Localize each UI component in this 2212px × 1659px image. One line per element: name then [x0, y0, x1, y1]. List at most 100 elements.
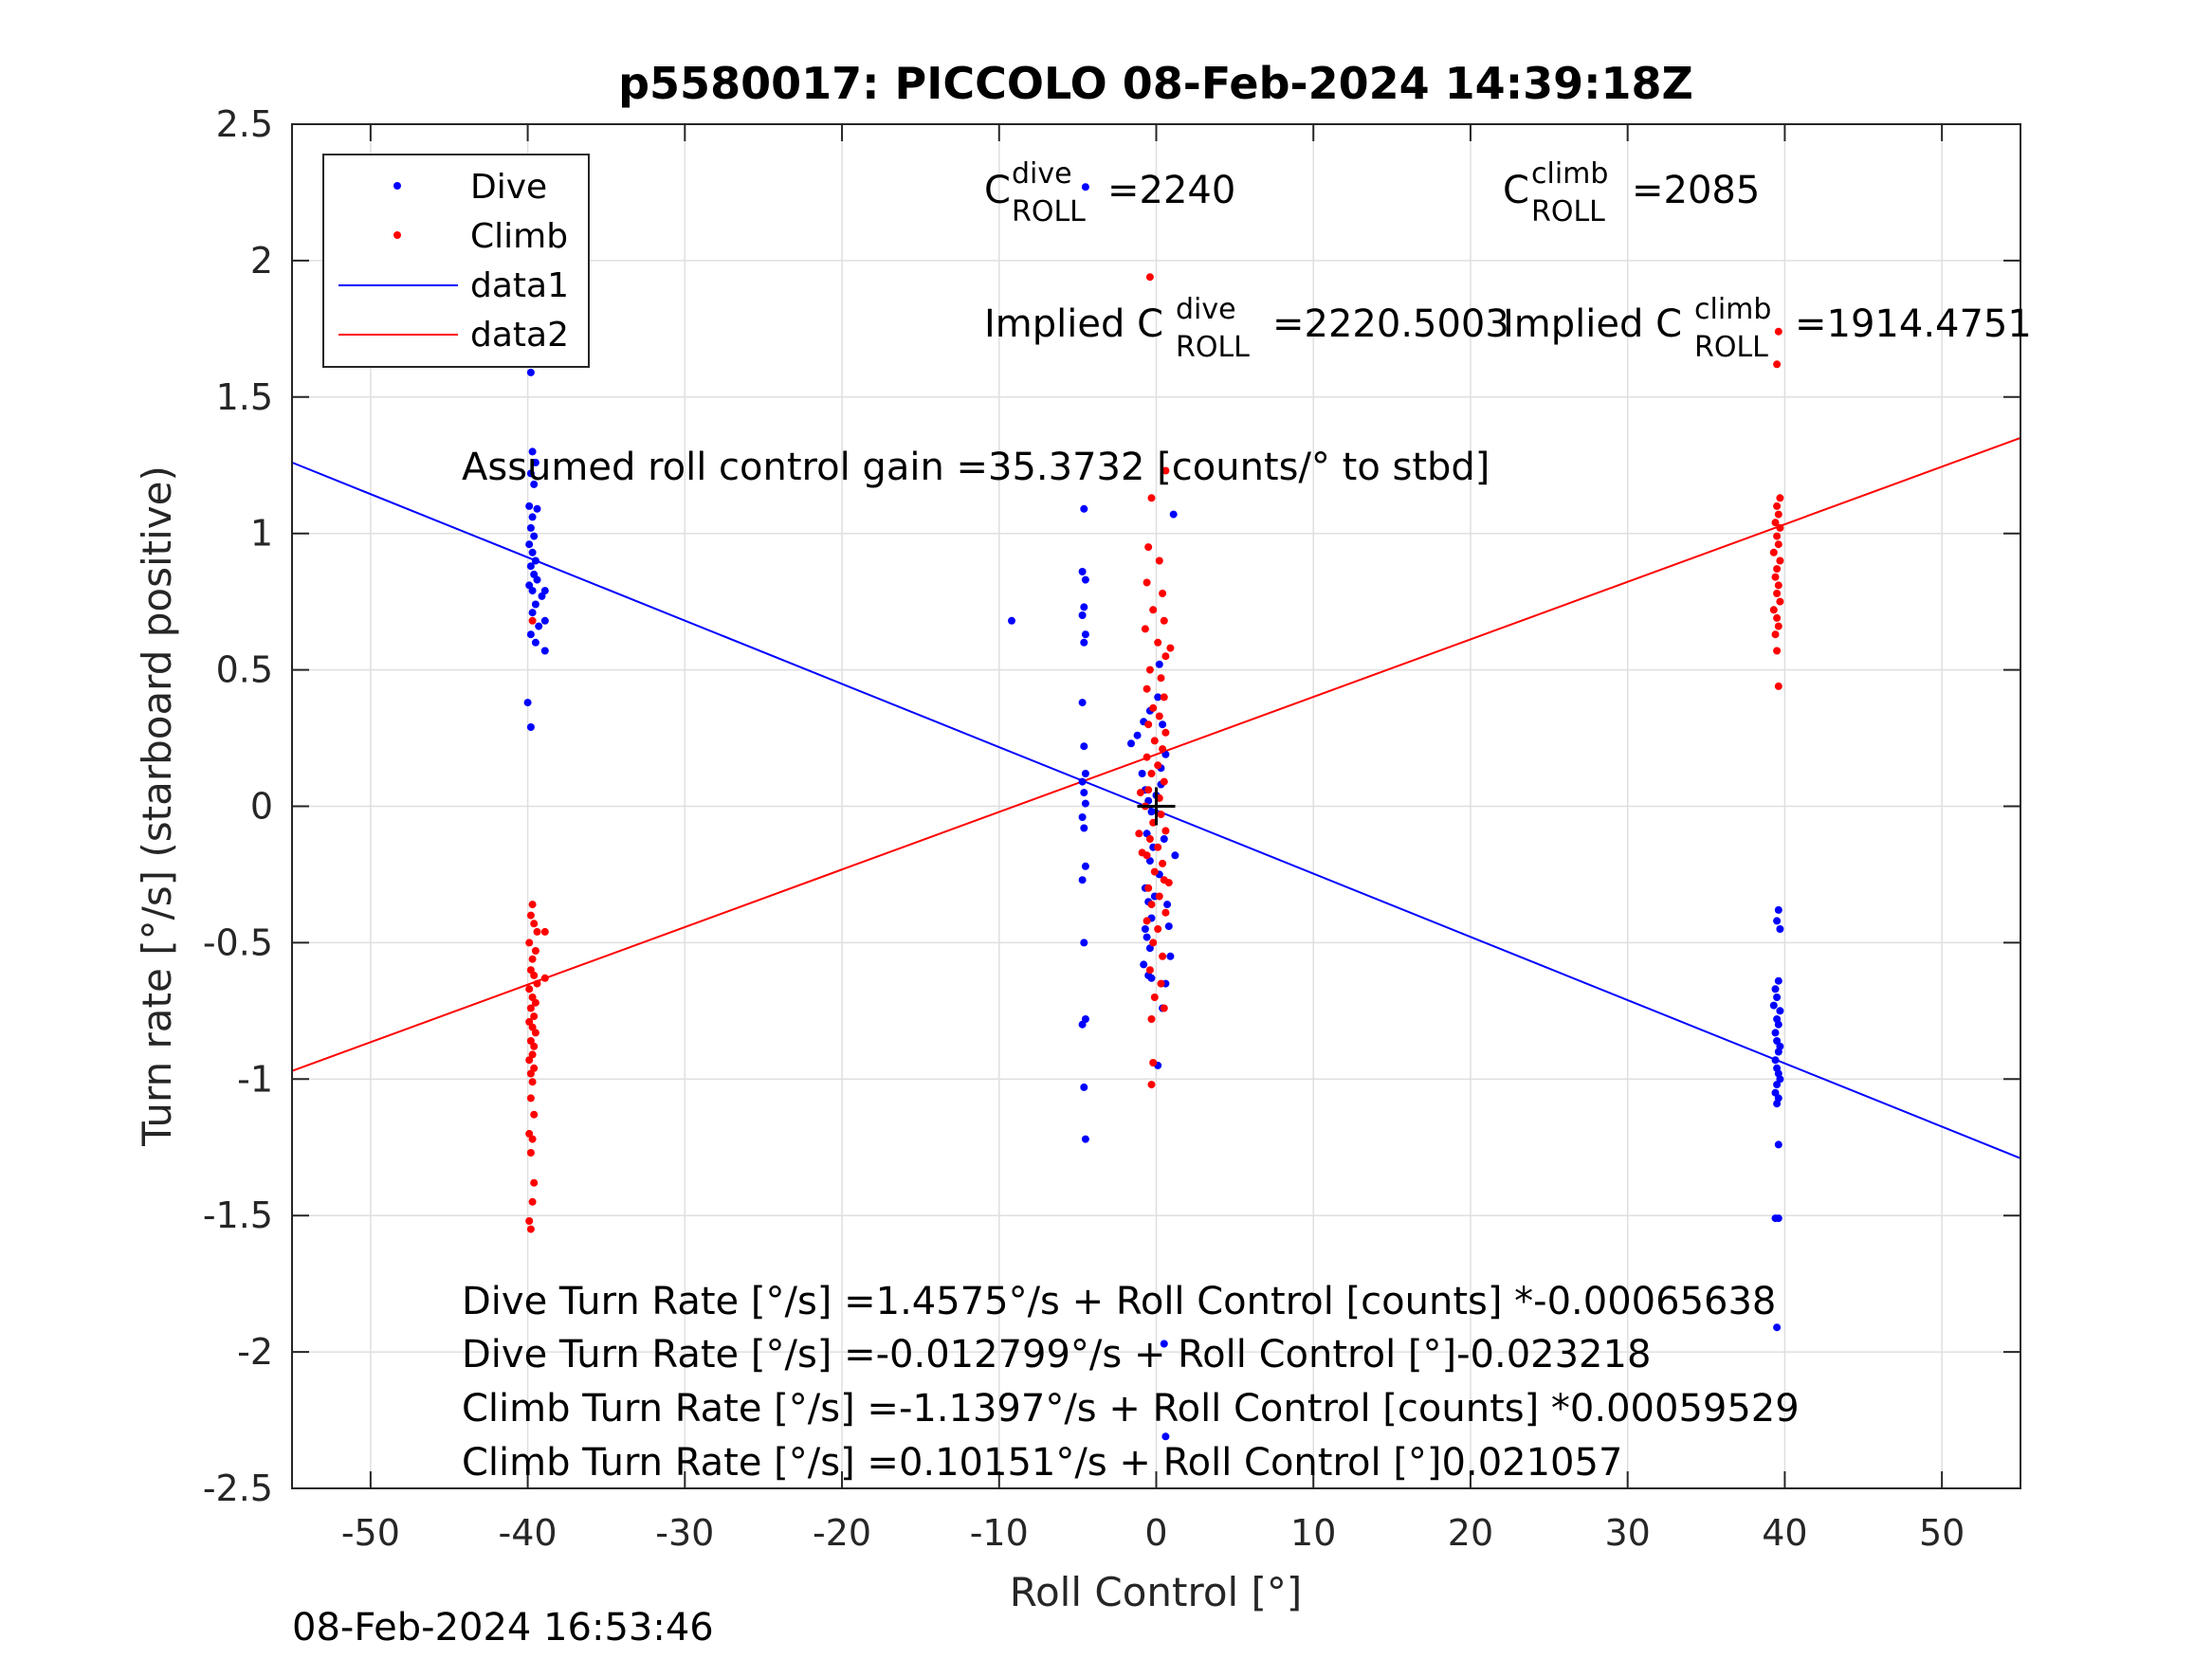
climb-point — [540, 974, 549, 982]
dive-point — [1773, 1323, 1782, 1332]
dive-point — [1773, 917, 1782, 925]
center-marker — [1137, 787, 1176, 826]
climb-point — [1141, 625, 1149, 633]
climb-point — [530, 920, 539, 928]
dive-point — [1769, 1001, 1778, 1010]
dive-point — [531, 556, 539, 565]
dive-point — [1776, 925, 1784, 933]
dive-point — [1160, 835, 1168, 843]
climb-point — [1164, 879, 1173, 887]
dive-point — [540, 647, 549, 655]
climb-point — [1138, 848, 1146, 857]
climb-point — [525, 939, 534, 947]
climb-point — [526, 1225, 535, 1233]
climb-equation-counts: Climb Turn Rate [°/s] =-1.1397°/s + Roll… — [462, 1387, 1800, 1431]
c-roll-climb-sup: climb — [1531, 157, 1608, 191]
dive-point — [1147, 974, 1156, 982]
c-roll-dive-base: C — [984, 169, 1011, 212]
climb-point — [1161, 728, 1170, 737]
dive-point — [525, 540, 534, 549]
c-roll-climb-base: C — [1503, 169, 1529, 212]
climb-point — [528, 955, 537, 963]
climb-point — [1147, 494, 1156, 502]
implied-c-roll-dive-annotation: Implied C dive ROLL =2220.5003 — [984, 293, 1509, 364]
dive-point — [533, 504, 541, 513]
dive-point — [1080, 939, 1088, 947]
climb-point — [1773, 501, 1782, 510]
dive-point — [1774, 905, 1782, 914]
legend-data1-label: data1 — [470, 266, 569, 305]
climb-point — [1145, 665, 1154, 674]
climb-point — [533, 927, 541, 936]
climb-point — [526, 1069, 535, 1078]
climb-point — [526, 1094, 535, 1103]
dive-point — [1081, 183, 1089, 191]
x-tick-label: 50 — [1919, 1512, 1965, 1554]
climb-point — [1159, 952, 1167, 960]
dive-point — [526, 562, 535, 571]
roll-gain-annotation: Assumed roll control gain =35.3732 [coun… — [462, 446, 1490, 489]
climb-point — [1143, 917, 1151, 925]
climb-equation-degrees: Climb Turn Rate [°/s] =0.10151°/s + Roll… — [462, 1441, 1622, 1485]
dive-point — [1771, 1056, 1780, 1065]
implied-climb-sub: ROLL — [1694, 331, 1768, 364]
climb-point — [528, 616, 537, 625]
climb-point — [530, 971, 539, 979]
climb-point — [528, 1078, 537, 1086]
dive-point — [1776, 1007, 1784, 1015]
climb-point — [1161, 652, 1170, 661]
dive-point — [1145, 944, 1154, 953]
y-tick-label: 0.5 — [216, 649, 273, 691]
dive-point — [1080, 504, 1088, 513]
dive-point — [1127, 739, 1135, 748]
climb-point — [1160, 1004, 1168, 1012]
legend-box — [322, 154, 590, 368]
y-tick-label: 1.5 — [216, 376, 273, 418]
c-roll-dive-sup: dive — [1012, 157, 1072, 191]
climb-point — [1773, 360, 1782, 369]
y-tick-label: -0.5 — [203, 921, 273, 963]
climb-point — [531, 947, 539, 955]
climb-point — [1160, 693, 1168, 702]
dive-point — [1080, 1083, 1088, 1091]
dive-point — [528, 447, 537, 456]
climb-point — [1155, 556, 1163, 565]
dive-point — [531, 600, 539, 609]
data-points — [523, 183, 1784, 1441]
x-tick-label: 10 — [1290, 1512, 1336, 1554]
climb-point — [1774, 327, 1782, 336]
climb-point — [1776, 523, 1784, 532]
implied-climb-prefix: Implied C — [1503, 302, 1682, 346]
climb-point — [1771, 630, 1780, 639]
tick-marks — [292, 123, 2020, 1489]
climb-point — [526, 1037, 535, 1045]
climb-point — [1150, 867, 1159, 876]
dive-point — [1138, 770, 1146, 777]
dive-point — [1155, 660, 1163, 668]
climb-point — [1147, 1015, 1156, 1023]
climb-point — [1145, 273, 1154, 282]
climb-point — [1136, 789, 1144, 797]
climb-point — [1144, 720, 1153, 729]
dive-point — [535, 622, 543, 630]
dive-point — [1774, 1214, 1782, 1223]
climb-point — [1147, 770, 1156, 777]
climb-point — [1149, 1059, 1158, 1066]
climb-point — [528, 1197, 537, 1206]
climb-point — [526, 911, 535, 920]
climb-point — [1166, 644, 1175, 652]
climb-point — [1147, 1081, 1156, 1089]
dive-point — [528, 587, 537, 595]
climb-point — [1144, 543, 1153, 552]
climb-point — [1145, 966, 1154, 975]
climb-point — [1774, 682, 1782, 690]
dive-point — [526, 368, 535, 376]
climb-point — [525, 1217, 534, 1225]
dive-point — [1081, 630, 1089, 639]
implied-c-roll-climb-annotation: Implied C climb ROLL =1914.4751 — [1503, 293, 2032, 364]
dive-point — [1773, 1081, 1782, 1089]
dive-point — [1147, 808, 1156, 816]
dive-point — [526, 523, 535, 532]
y-tick-label: -2.5 — [203, 1468, 273, 1509]
